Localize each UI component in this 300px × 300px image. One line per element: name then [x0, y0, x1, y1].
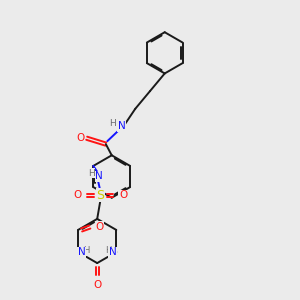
Text: H: H	[105, 246, 111, 255]
Text: S: S	[96, 189, 104, 202]
Text: N: N	[109, 247, 117, 257]
Text: O: O	[93, 280, 101, 290]
Text: N: N	[118, 122, 125, 131]
Text: H: H	[88, 169, 95, 178]
Text: N: N	[78, 247, 86, 257]
Text: O: O	[77, 133, 85, 142]
Text: O: O	[73, 190, 81, 200]
Text: O: O	[95, 222, 104, 232]
Text: H: H	[109, 119, 116, 128]
Text: N: N	[95, 171, 103, 181]
Text: H: H	[83, 246, 89, 255]
Text: O: O	[119, 190, 127, 200]
